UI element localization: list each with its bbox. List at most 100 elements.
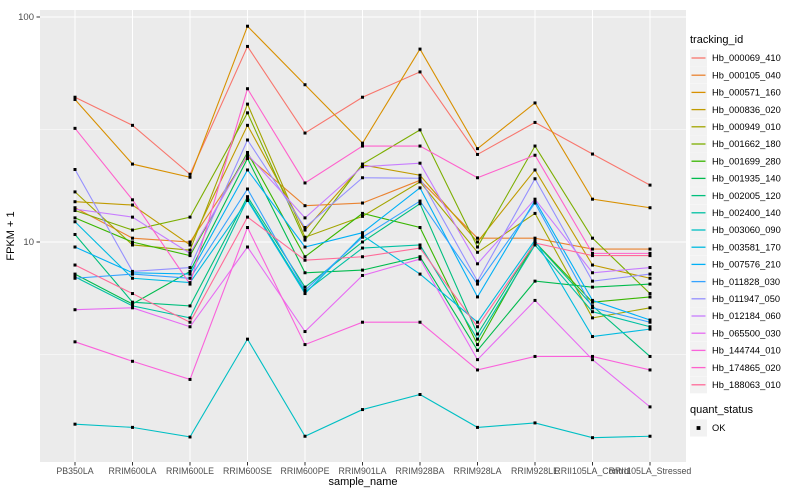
data-point	[476, 236, 479, 240]
data-point	[361, 408, 364, 412]
data-point	[303, 181, 307, 185]
data-point	[418, 178, 422, 182]
data-point	[188, 269, 192, 273]
legend-entry-Hb_000836_020: Hb_000836_020	[690, 101, 781, 119]
data-point	[246, 337, 249, 341]
data-point	[648, 354, 652, 358]
data-point	[188, 243, 192, 247]
data-point	[303, 228, 307, 232]
data-point	[418, 186, 422, 190]
data-point	[648, 318, 652, 322]
data-point	[303, 255, 307, 259]
y-axis-title: FPKM + 1	[5, 211, 17, 260]
data-point	[533, 421, 537, 425]
data-point	[476, 282, 479, 286]
data-point	[361, 165, 364, 169]
legend-label: Hb_000105_040	[712, 70, 781, 80]
data-point	[188, 304, 192, 308]
legend-entry-Hb_001662_180: Hb_001662_180	[690, 135, 781, 153]
data-point	[188, 325, 192, 329]
data-point	[476, 348, 479, 352]
legend-entry-Hb_000949_010: Hb_000949_010	[690, 118, 781, 136]
data-point	[533, 168, 537, 172]
legend-label: OK	[712, 423, 726, 433]
x-tick-label: RRIM600LA	[109, 466, 157, 476]
data-point	[648, 272, 652, 276]
data-point	[648, 325, 652, 329]
data-point	[533, 238, 537, 242]
data-point	[361, 144, 364, 148]
data-point	[648, 368, 652, 372]
data-point	[418, 255, 422, 259]
data-point	[188, 276, 192, 280]
data-point	[303, 258, 307, 262]
data-point	[246, 215, 249, 219]
data-point	[476, 320, 479, 324]
data-point	[361, 268, 364, 272]
data-point	[591, 247, 594, 251]
data-point	[361, 201, 364, 205]
data-point	[303, 83, 307, 87]
x-tick-label: RRIM600LE	[166, 466, 214, 476]
legend-label: Hb_001699_280	[712, 156, 781, 166]
data-point	[131, 198, 134, 202]
data-point	[648, 295, 652, 299]
data-point	[361, 176, 364, 180]
data-point	[533, 354, 537, 358]
data-point	[361, 320, 364, 324]
data-point	[73, 190, 77, 194]
data-point	[73, 126, 77, 130]
data-point	[476, 279, 479, 283]
data-point	[418, 144, 422, 148]
legend-label: Hb_003581_170	[712, 242, 781, 252]
legend-label: Hb_000069_410	[712, 53, 781, 63]
data-point	[361, 231, 364, 235]
data-point	[303, 285, 307, 289]
data-point	[246, 123, 249, 127]
data-point	[591, 285, 594, 289]
data-point	[303, 216, 307, 220]
data-point	[591, 298, 594, 302]
data-point	[188, 266, 192, 270]
legend-entry-Hb_001935_140: Hb_001935_140	[690, 169, 781, 187]
data-point	[73, 422, 77, 426]
data-point	[591, 254, 594, 258]
data-point	[131, 236, 134, 240]
data-point	[246, 157, 249, 161]
data-point	[246, 150, 249, 154]
data-point	[303, 271, 307, 275]
data-point	[361, 233, 364, 237]
legend-label: Hb_002005_120	[712, 191, 781, 201]
data-point	[418, 393, 422, 397]
data-point	[648, 276, 652, 280]
data-point	[648, 306, 652, 310]
data-point	[418, 199, 422, 203]
data-point	[533, 241, 537, 245]
data-point	[648, 405, 652, 409]
data-point	[246, 24, 249, 28]
x-tick-label: RRIM928LE	[511, 466, 559, 476]
data-point	[303, 225, 307, 229]
data-point	[246, 102, 249, 106]
x-tick-label: RRII105LA_Stressed	[609, 466, 692, 476]
data-point	[303, 330, 307, 334]
data-point	[73, 207, 77, 211]
data-point	[188, 272, 192, 276]
data-point	[303, 245, 307, 249]
data-point	[591, 335, 594, 339]
data-point	[476, 176, 479, 180]
legend-label: Hb_011947_050	[712, 294, 780, 304]
legend-label: Hb_001935_140	[712, 174, 781, 184]
data-point	[591, 251, 594, 255]
legend-entry-Hb_002005_120: Hb_002005_120	[690, 187, 781, 205]
data-point	[131, 292, 134, 296]
data-point	[591, 263, 594, 267]
data-point	[188, 248, 192, 252]
data-point	[188, 172, 192, 176]
data-point	[591, 304, 594, 308]
data-point	[533, 236, 537, 240]
data-point	[73, 97, 77, 101]
data-point	[246, 225, 249, 229]
legend-label: Hb_003060_090	[712, 225, 781, 235]
